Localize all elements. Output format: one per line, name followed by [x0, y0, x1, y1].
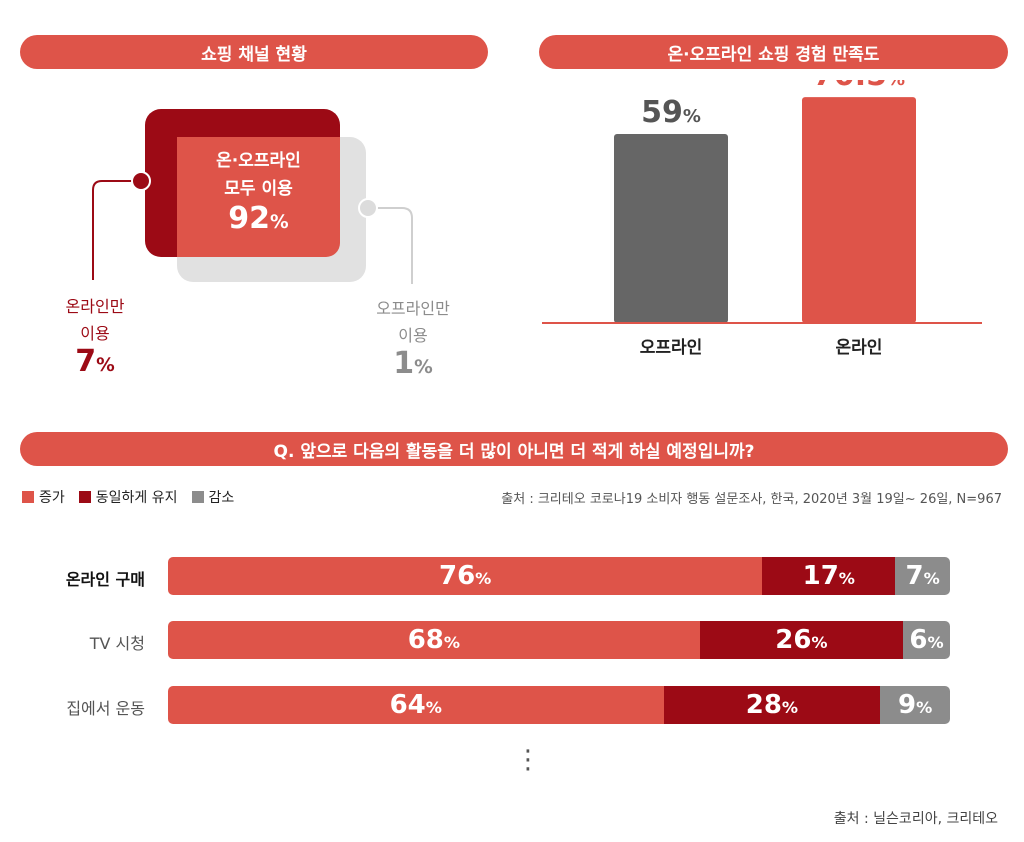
channel-connectors: [92, 171, 413, 284]
overlap-area: [177, 137, 340, 257]
offline-only-line2: 이용: [398, 326, 428, 345]
survey-row-label: 집에서 운동: [66, 699, 145, 718]
survey-segment-value: 6%: [909, 625, 944, 655]
survey-segment-increase: 68%: [168, 621, 700, 659]
satisfaction-value-label: 70.5%: [813, 80, 905, 93]
survey-segment-decrease: 6%: [903, 621, 950, 659]
survey-segment-same: 28%: [663, 686, 881, 724]
legend-decrease: 감소: [191, 487, 234, 507]
survey-segment-decrease: 7%: [895, 557, 950, 595]
survey-question: Q. 앞으로 다음의 활동을 더 많이 아니면 더 적게 하실 예정입니까?: [20, 432, 1008, 466]
survey-row-label: 온라인 구매: [65, 570, 145, 589]
survey-segment-same: 17%: [762, 557, 896, 595]
offline-only-label: 오프라인만 이용 1%: [358, 295, 468, 381]
legend-swatch-same: [78, 491, 91, 503]
offline-only-value: 1%: [393, 346, 433, 381]
survey-legend: 증가 동일하게 유지 감소: [22, 487, 234, 507]
legend-increase: 증가: [22, 487, 65, 507]
offline-dot: [358, 198, 378, 218]
online-only-line1: 온라인만: [65, 297, 125, 316]
satisfaction-bar-offline: [614, 133, 728, 323]
online-dot: [131, 171, 151, 191]
offline-connector: [369, 207, 413, 284]
survey-segment-decrease: 9%: [880, 686, 950, 724]
satisfaction-chart: 59% 오프라인 70.5% 온라인: [542, 80, 982, 358]
online-only-line2: 이용: [80, 324, 110, 343]
satisfaction-value-label: 59%: [641, 95, 701, 130]
survey-row-label: TV 시청: [89, 634, 145, 653]
survey-segment-value: 64%: [389, 690, 442, 720]
survey-segment-increase: 76%: [168, 557, 763, 595]
legend-swatch-decrease: [191, 491, 204, 503]
offline-only-line1: 오프라인만: [376, 299, 450, 318]
survey-bar-row: 64% 28% 9%: [168, 686, 950, 724]
survey-segment-value: 26%: [775, 625, 828, 655]
channel-title: 쇼핑 채널 현황: [20, 35, 488, 69]
survey-segment-value: 17%: [802, 561, 855, 591]
both-label: 온·오프라인 모두 이용 92%: [177, 146, 340, 236]
survey-segment-value: 7%: [905, 561, 940, 591]
survey-segment-value: 68%: [407, 625, 461, 655]
survey-segment-value: 9%: [898, 690, 933, 720]
survey-segment-same: 26%: [699, 621, 904, 659]
legend-swatch-increase: [22, 491, 34, 503]
satisfaction-category-label: 오프라인: [640, 338, 703, 358]
legend-same: 동일하게 유지: [78, 487, 178, 507]
both-value: 92%: [228, 201, 289, 236]
ellipsis: ⋮: [515, 745, 541, 775]
survey-segment-increase: 64%: [168, 686, 664, 724]
survey-source: 출처 : 크리테오 코로나19 소비자 행동 설문조사, 한국, 2020년 3…: [501, 492, 1002, 507]
satisfaction-bar-online: [802, 97, 916, 324]
footer-source: 출처 : 닐슨코리아, 크리테오: [833, 811, 998, 827]
satisfaction-title: 온·오프라인 쇼핑 경험 만족도: [539, 35, 1008, 69]
satisfaction-category-label: 온라인: [836, 338, 883, 358]
survey-bar-row: 76% 17% 7%: [168, 557, 950, 595]
survey-segment-value: 28%: [745, 690, 799, 720]
both-label-line2: 모두 이용: [224, 179, 293, 199]
survey-bar-row: 68% 26% 6%: [168, 621, 950, 659]
online-only-value: 7%: [75, 344, 115, 379]
online-connector: [92, 180, 140, 280]
online-only-label: 온라인만 이용 7%: [40, 293, 150, 379]
survey-segment-value: 76%: [438, 561, 492, 591]
both-label-line1: 온·오프라인: [216, 151, 301, 171]
